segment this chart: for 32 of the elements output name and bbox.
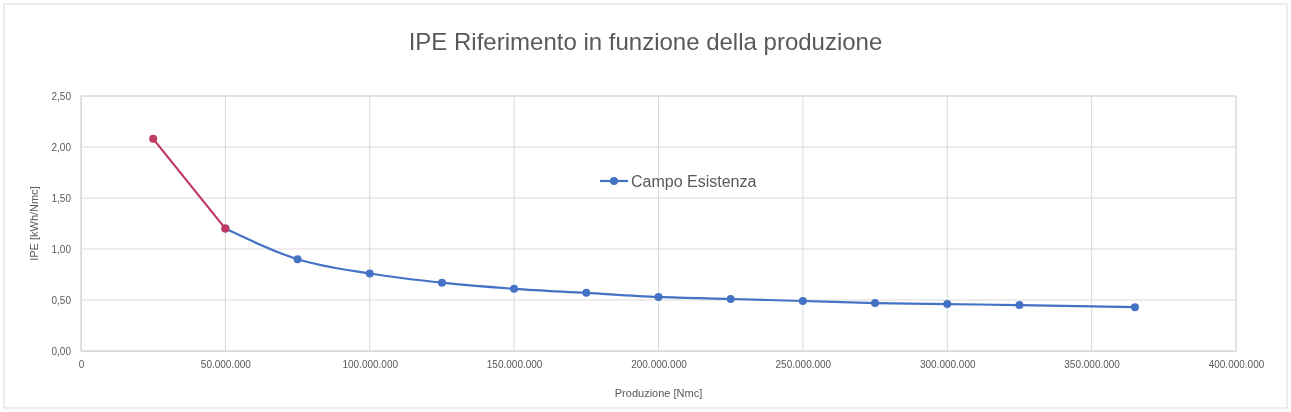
- point: [943, 300, 952, 309]
- x-tick-label: 350.000.000: [1064, 359, 1121, 371]
- point: [437, 278, 446, 287]
- y-tick-label: 0,00: [51, 345, 72, 357]
- x-tick-label: 150.000.000: [486, 359, 543, 371]
- y-tick-label: 0,50: [51, 294, 72, 306]
- y-tick-label: 2,50: [51, 90, 72, 102]
- point: [149, 134, 158, 143]
- point: [798, 297, 807, 305]
- x-tick-label: 100.000.000: [342, 359, 399, 371]
- point: [871, 299, 880, 308]
- legend-label: Campo Esistenza: [631, 172, 757, 190]
- y-tick-label: 2,00: [51, 141, 72, 153]
- point: [582, 288, 591, 297]
- y-tick-label: 1,50: [51, 192, 72, 204]
- chart-title: IPE Riferimento in funzione della produzione: [408, 28, 883, 55]
- point: [654, 292, 663, 301]
- point: [510, 284, 519, 293]
- x-tick-label: 0: [78, 359, 85, 371]
- x-tick-label: 300.000.000: [919, 359, 976, 371]
- point: [1130, 303, 1139, 312]
- point: [293, 255, 302, 264]
- x-axis-title: Produzione [Nmc]: [614, 387, 703, 399]
- y-axis-title: IPE [kWh/Nmc]: [28, 186, 40, 261]
- point: [365, 269, 374, 278]
- x-tick-label: 200.000.000: [631, 359, 688, 371]
- point: [1015, 301, 1024, 310]
- x-tick-label: 250.000.000: [775, 359, 832, 371]
- y-tick-label: 1,00: [51, 243, 72, 255]
- x-tick-label: 50.000.000: [200, 359, 252, 371]
- x-tick-label: 400.000.000: [1208, 359, 1265, 371]
- point: [726, 295, 735, 303]
